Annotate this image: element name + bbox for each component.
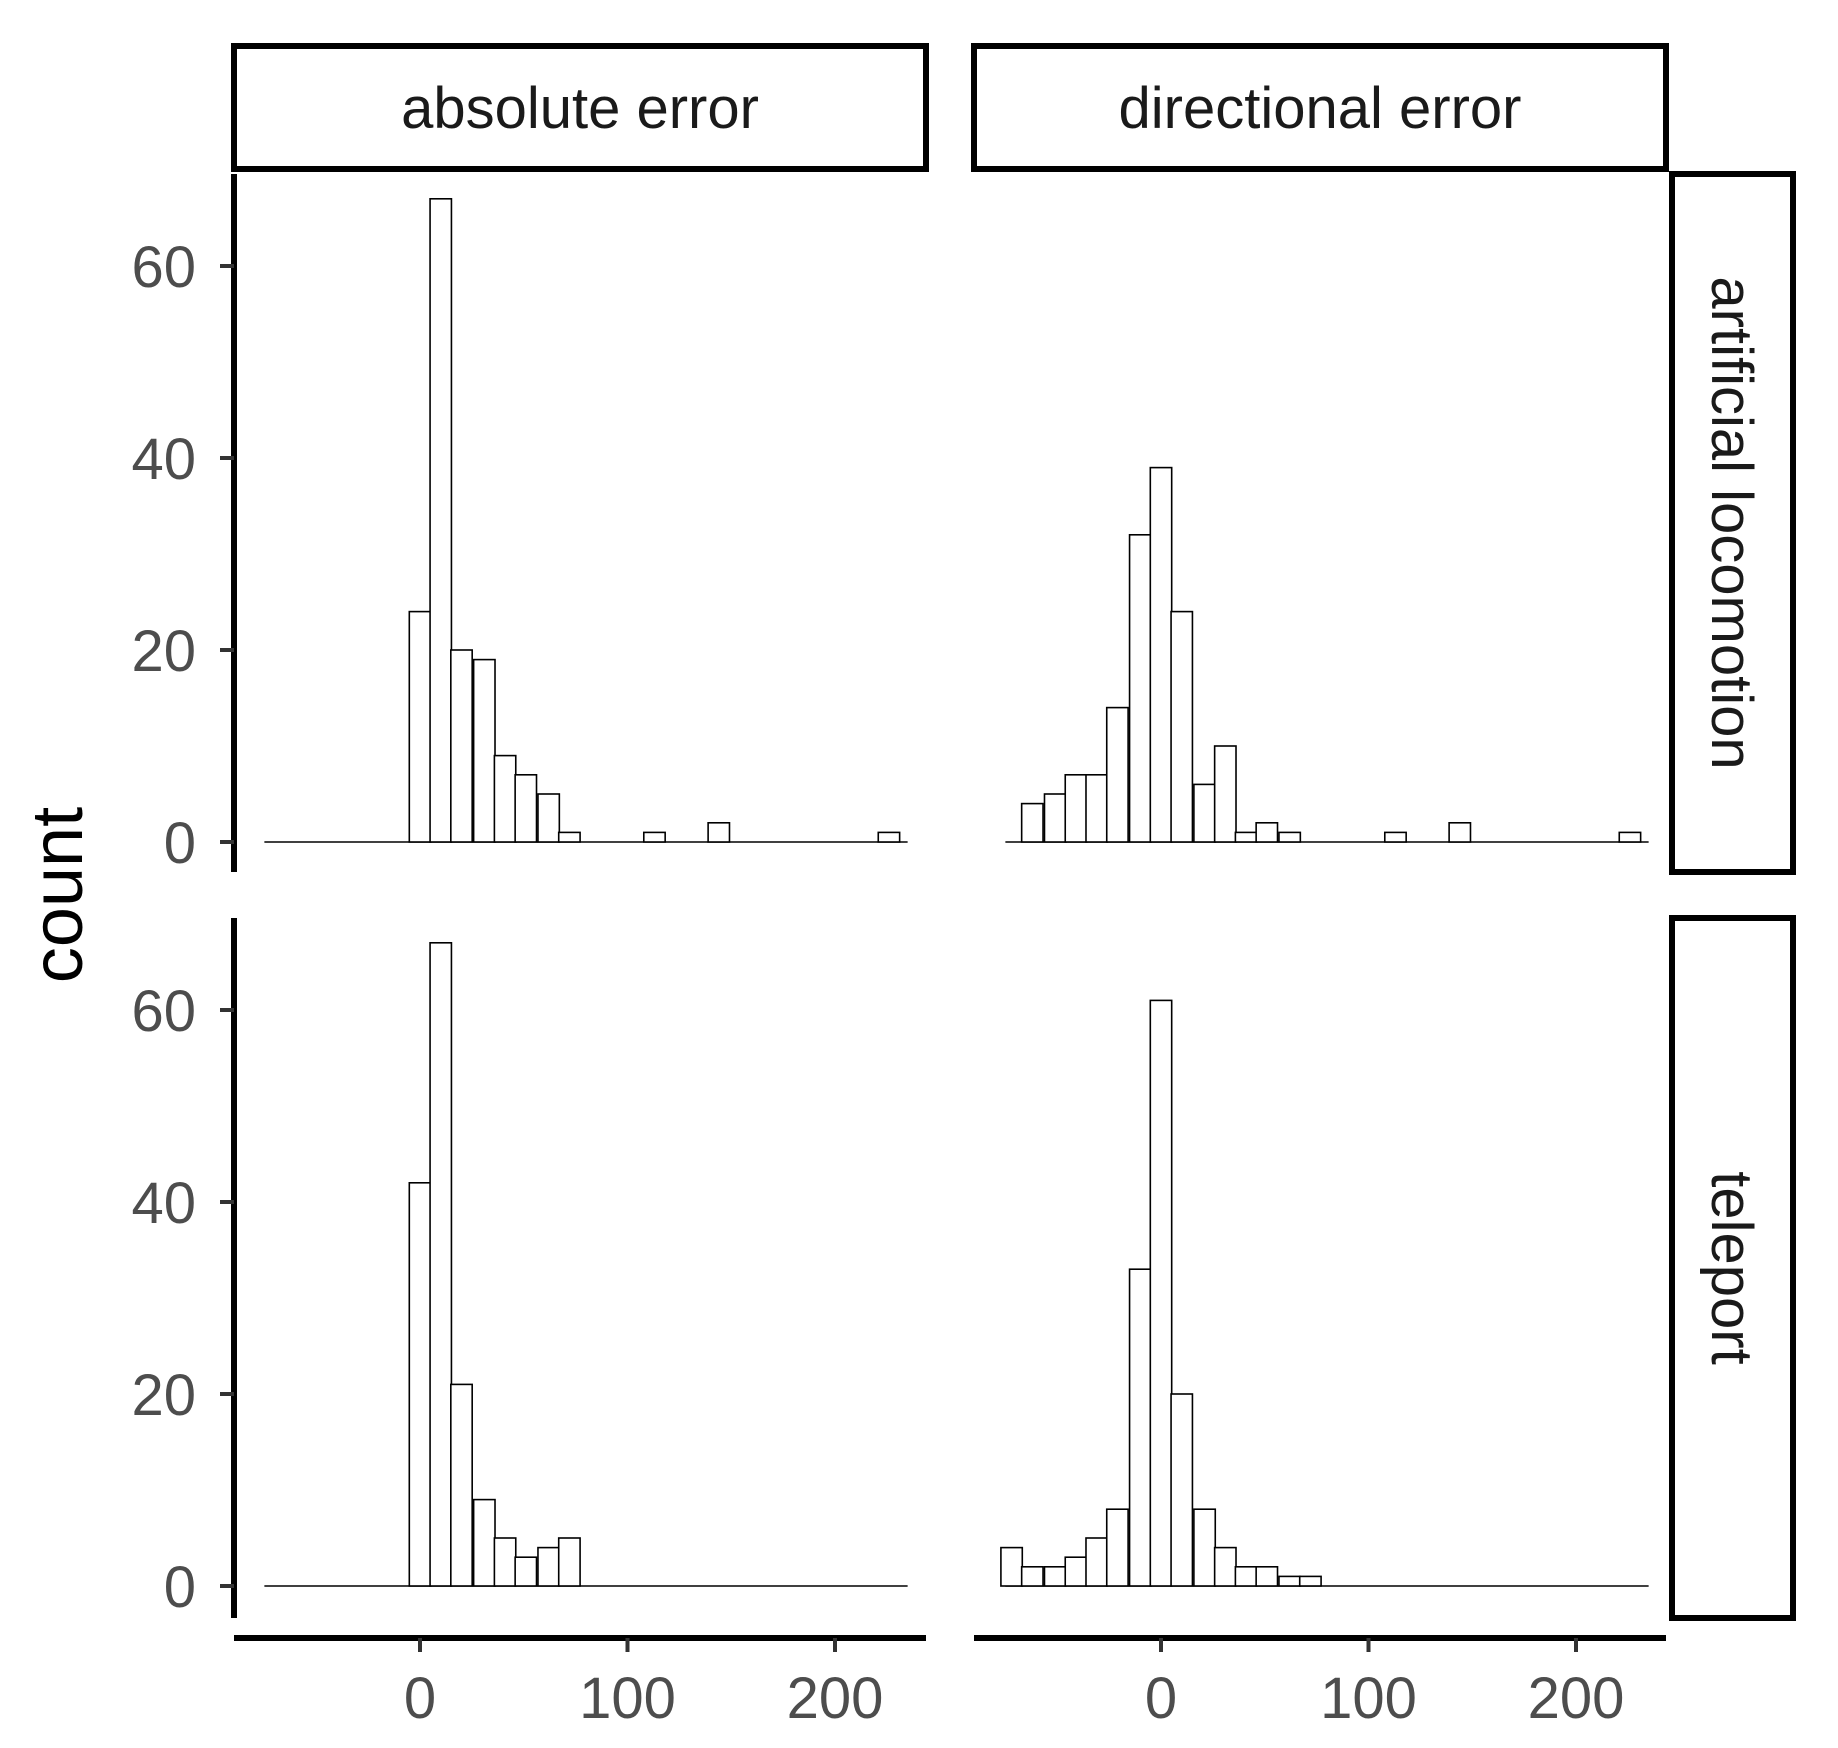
histogram-bar [642, 831, 666, 843]
histogram-bar [1000, 1546, 1024, 1587]
facet-strip-row-label: teleport [1699, 1171, 1764, 1364]
x-tick-label: 200 [1528, 1666, 1625, 1731]
histogram-bar [514, 1556, 538, 1587]
x-tick-label: 200 [787, 1666, 884, 1731]
histogram-bar [1213, 1546, 1237, 1587]
histogram-bar [1193, 783, 1217, 843]
histogram-bar [1105, 706, 1129, 843]
histogram-bar [429, 198, 453, 843]
y-tick-label: 40 [131, 427, 196, 492]
y-tick-label: 20 [131, 619, 196, 684]
histogram-bar [1255, 1566, 1279, 1587]
y-tick-label: 40 [131, 1171, 196, 1236]
histogram-bar [1128, 1268, 1152, 1587]
panel-1-2 [1005, 466, 1649, 843]
histogram-bar [1020, 802, 1044, 843]
facet-strip-row-1 [1669, 171, 1796, 875]
histogram-bar [1255, 821, 1279, 843]
histogram-bar [429, 941, 453, 1587]
x-tick-label: 0 [1145, 1666, 1177, 1731]
panel-2-2 [1000, 999, 1649, 1587]
facet-strip-row-2 [1669, 915, 1796, 1621]
histogram-bar [1448, 821, 1472, 843]
histogram-bar [493, 754, 517, 843]
histogram-bar [1298, 1575, 1322, 1587]
histogram-bar [1278, 1575, 1302, 1587]
histogram-bar [1170, 1393, 1194, 1587]
histogram-bar [1064, 1556, 1088, 1587]
x-tick-label: 100 [1320, 1666, 1417, 1731]
histogram-bar [450, 649, 473, 843]
y-tick-label: 20 [131, 1363, 196, 1428]
y-tick-label: 60 [131, 979, 196, 1044]
histogram-bar [1105, 1508, 1129, 1587]
facet-strips: absolute error directional error artificia… [231, 43, 1796, 1621]
histogram-bar [472, 1498, 496, 1587]
y-tick-label: 0 [164, 811, 196, 876]
histogram-bar [1149, 999, 1173, 1587]
histogram-bar [537, 1546, 561, 1587]
histogram-bar [707, 821, 731, 843]
histogram-bar [1085, 1537, 1109, 1587]
histogram-bar [1064, 773, 1088, 843]
histogram-bar [1618, 831, 1642, 843]
histogram-bar [1149, 466, 1173, 843]
histogram-bar [1234, 1566, 1258, 1587]
histogram-bar [1213, 745, 1237, 843]
histogram-bar [1020, 1566, 1044, 1587]
histogram-bar [408, 610, 432, 843]
histogram-bar [1128, 533, 1152, 843]
panel-2-1 [264, 941, 908, 1587]
y-axis-title: count [18, 807, 98, 983]
histogram-bar [1085, 773, 1109, 843]
histogram-bar [537, 793, 561, 843]
histogram-bar [1193, 1508, 1217, 1587]
histogram-bar [1278, 831, 1302, 843]
histogram-bar [1234, 831, 1258, 843]
facet-strip-col-2 [971, 43, 1669, 172]
histogram-bar [493, 1537, 517, 1587]
y-tick-label: 0 [164, 1555, 196, 1620]
histogram-bar [557, 1537, 581, 1587]
histogram-bar [472, 658, 496, 843]
facet-strip-row-label: artificial locomotion [1699, 276, 1764, 769]
histogram-bar [1043, 1566, 1067, 1587]
histogram-bar [877, 831, 901, 843]
axes: 0 20 40 60 0 20 40 60 0 100 200 0 100 200 [131, 174, 1666, 1731]
histogram-bar [408, 1182, 432, 1587]
histogram-bar [557, 831, 581, 843]
facet-panels [264, 198, 1649, 1587]
histogram-bar [1043, 793, 1067, 843]
histogram-bar [1383, 831, 1407, 843]
histogram-bar [450, 1383, 473, 1587]
facet-strip-col-label: directional error [1119, 76, 1522, 141]
facet-strip-col-1 [231, 43, 929, 172]
panel-1-1 [264, 198, 908, 843]
x-tick-label: 0 [404, 1666, 436, 1731]
y-tick-label: 60 [131, 235, 196, 300]
histogram-bar [514, 773, 538, 843]
x-tick-label: 100 [579, 1666, 676, 1731]
histogram-bar [1170, 610, 1194, 843]
facet-strip-col-label: absolute error [401, 76, 759, 141]
